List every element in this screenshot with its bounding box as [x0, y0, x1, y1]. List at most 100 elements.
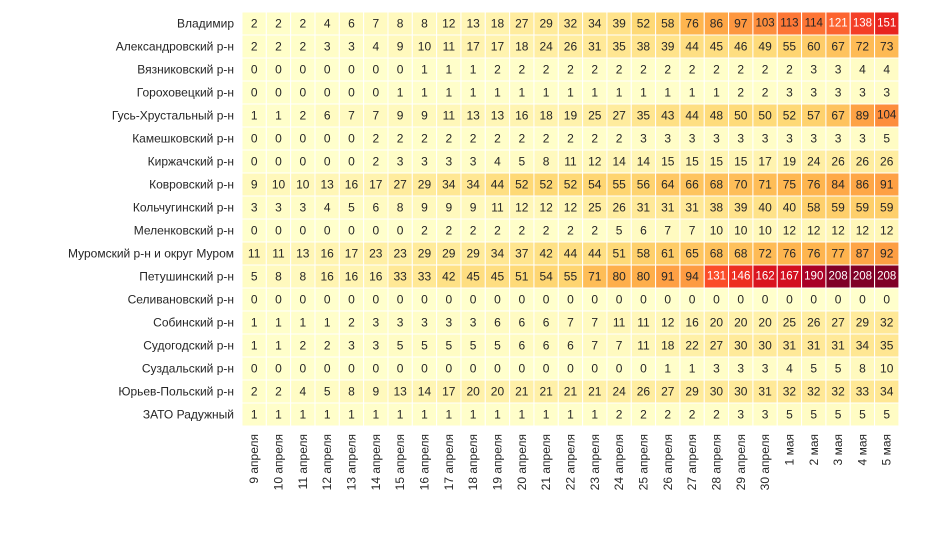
cell-value-label: 31: [807, 339, 821, 353]
cell-value-label: 56: [637, 178, 651, 192]
cell-value-label: 3: [275, 201, 282, 215]
cell-value-label: 3: [299, 201, 306, 215]
x-tick-label: 22 апреля: [563, 434, 577, 490]
cell-value-label: 86: [710, 17, 724, 31]
cell-value-label: 29: [418, 178, 432, 192]
heatmap-cells: [241, 11, 900, 427]
cell-value-label: 51: [515, 270, 529, 284]
cell-value-label: 2: [786, 63, 793, 77]
cell-value-label: 5: [883, 132, 890, 146]
cell-value-label: 15: [710, 155, 724, 169]
cell-value-label: 18: [491, 17, 505, 31]
cell-value-label: 34: [491, 247, 505, 261]
cell-value-label: 12: [661, 316, 675, 330]
cell-value-label: 12: [831, 224, 845, 238]
cell-value-label: 38: [710, 201, 724, 215]
cell-value-label: 2: [518, 224, 525, 238]
cell-value-label: 12: [588, 155, 602, 169]
x-tick-label: 16 апреля: [417, 434, 431, 490]
cell-value-label: 33: [393, 270, 407, 284]
y-axis-tick-labels: Владимир Александровский р-н Вязниковский …: [68, 17, 234, 422]
cell-value-label: 1: [372, 408, 379, 422]
x-tick-label: 30 апреля: [758, 434, 772, 490]
cell-value-label: 2: [251, 40, 258, 54]
cell-value-label: 3: [859, 86, 866, 100]
cell-value-label: 29: [442, 247, 456, 261]
cell-value-label: 3: [835, 132, 842, 146]
cell-value-label: 11: [491, 201, 504, 215]
cell-value-label: 8: [299, 270, 306, 284]
cell-value-label: 87: [856, 247, 870, 261]
cell-value-label: 3: [348, 339, 355, 353]
cell-value-label: 31: [783, 339, 797, 353]
cell-value-label: 0: [859, 293, 866, 307]
cell-value-label: 80: [612, 270, 626, 284]
cell-value-label: 18: [515, 40, 529, 54]
cell-value-label: 68: [710, 178, 724, 192]
cell-value-label: 10: [296, 178, 310, 192]
cell-value-label: 5: [883, 408, 890, 422]
cell-value-label: 22: [685, 339, 699, 353]
cell-value-label: 15: [734, 155, 748, 169]
cell-value-label: 0: [616, 293, 623, 307]
cell-value-label: 0: [397, 224, 404, 238]
cell-value-label: 2: [737, 63, 744, 77]
cell-value-label: 30: [734, 385, 748, 399]
x-tick-label: 9 апреля: [247, 434, 261, 484]
cell-value-label: 0: [421, 362, 428, 376]
cell-value-label: 0: [299, 293, 306, 307]
cell-value-label: 45: [466, 270, 480, 284]
cell-value-label: 3: [835, 63, 842, 77]
cell-value-label: 1: [251, 316, 258, 330]
cell-value-label: 14: [637, 155, 651, 169]
cell-value-label: 1: [689, 362, 696, 376]
cell-value-label: 1: [543, 408, 550, 422]
cell-value-label: 5: [859, 408, 866, 422]
cell-value-label: 3: [348, 40, 355, 54]
cell-value-label: 2: [348, 316, 355, 330]
x-tick-label: 12 апреля: [320, 434, 334, 490]
cell-value-label: 0: [275, 362, 282, 376]
cell-value-label: 20: [758, 316, 772, 330]
cell-value-label: 52: [564, 178, 578, 192]
cell-value-label: 39: [661, 40, 675, 54]
cell-value-label: 17: [345, 247, 359, 261]
cell-value-label: 11: [443, 109, 456, 123]
cell-value-label: 0: [494, 362, 501, 376]
x-tick-label: 11 апреля: [296, 434, 310, 489]
cell-value-label: 27: [831, 316, 845, 330]
cell-value-label: 3: [470, 316, 477, 330]
cell-value-label: 3: [421, 155, 428, 169]
cell-value-label: 0: [372, 224, 379, 238]
cell-value-label: 3: [372, 339, 379, 353]
cell-value-label: 55: [564, 270, 578, 284]
cell-value-label: 0: [567, 362, 574, 376]
cell-value-label: 1: [518, 408, 525, 422]
cell-value-label: 0: [737, 293, 744, 307]
cell-value-label: 13: [491, 109, 505, 123]
cell-value-label: 2: [324, 339, 331, 353]
cell-value-label: 0: [397, 293, 404, 307]
cell-value-label: 17: [758, 155, 772, 169]
cell-value-label: 5: [810, 362, 817, 376]
cell-value-label: 5: [616, 224, 623, 238]
cell-value-label: 1: [567, 86, 574, 100]
cell-value-label: 0: [251, 63, 258, 77]
cell-value-label: 4: [299, 385, 306, 399]
cell-value-label: 190: [804, 271, 823, 283]
cell-value-label: 3: [737, 408, 744, 422]
cell-value-label: 2: [372, 155, 379, 169]
cell-value-label: 2: [713, 63, 720, 77]
cell-value-label: 0: [348, 86, 355, 100]
cell-value-label: 55: [612, 178, 626, 192]
cell-value-label: 32: [807, 385, 821, 399]
cell-value-label: 3: [737, 132, 744, 146]
cell-value-label: 0: [251, 293, 258, 307]
cell-value-label: 0: [324, 362, 331, 376]
cell-value-label: 2: [494, 132, 501, 146]
cell-value-label: 38: [637, 40, 651, 54]
cell-value-label: 2: [470, 132, 477, 146]
x-tick-label: 15 апреля: [393, 434, 407, 490]
cell-value-label: 103: [755, 18, 774, 30]
cell-value-label: 31: [685, 201, 699, 215]
